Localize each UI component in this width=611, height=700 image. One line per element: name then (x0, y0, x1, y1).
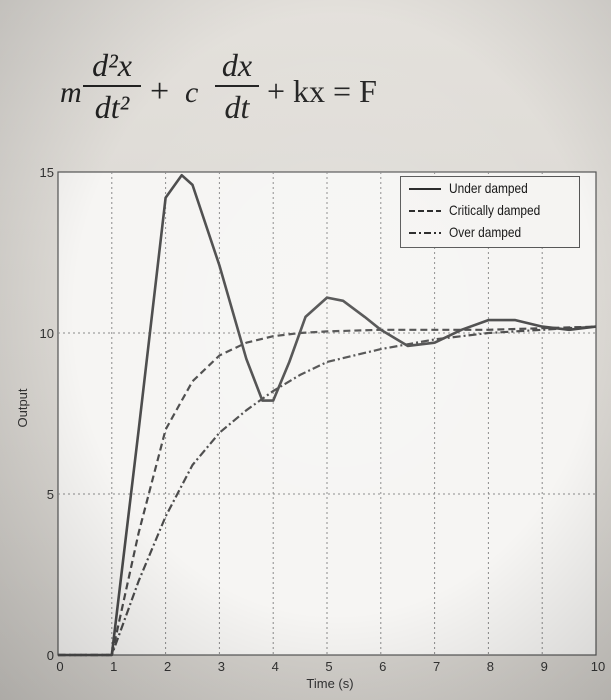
x-tick-label: 8 (487, 659, 494, 674)
x-tick-label: 3 (218, 659, 225, 674)
legend-label: Critically damped (449, 202, 541, 218)
eq-frac1-bar (83, 85, 141, 87)
x-tick-label: 10 (591, 659, 605, 674)
eq-frac2-denominator: dt (224, 89, 250, 125)
y-tick-label: 15 (40, 165, 54, 180)
x-tick-label: 1 (110, 659, 117, 674)
x-tick-label: 4 (272, 659, 279, 674)
eq-mass-symbol: m (60, 76, 82, 109)
x-tick-label: 9 (541, 659, 548, 674)
series-line-critically-damped (58, 325, 597, 657)
x-tick-label: 2 (164, 659, 171, 674)
y-axis-label: Output (15, 388, 30, 428)
eq-frac1-denominator: dt² (94, 89, 130, 125)
legend-label: Over damped (449, 224, 522, 240)
legend-item-over-damped: Over damped (401, 223, 579, 243)
differential-equation: m d²x dt² + c dx dt + kx = F (55, 38, 475, 148)
y-tick-label: 10 (40, 326, 54, 341)
x-axis-label: Time (s) (306, 676, 354, 691)
x-tick-label: 0 (56, 659, 63, 674)
y-tick-label: 0 (47, 648, 54, 663)
series-line-over-damped (58, 325, 597, 657)
eq-plus-sign: + (150, 73, 170, 110)
legend-label: Under damped (449, 180, 528, 196)
eq-first-derivative: dx dt (215, 48, 259, 124)
eq-frac2-numerator: dx (221, 47, 253, 83)
legend-swatch-dashdot (409, 232, 441, 234)
eq-damping-symbol: c (185, 76, 199, 109)
legend-item-under-damped: Under damped (401, 179, 579, 199)
legend-swatch-solid (409, 188, 441, 190)
eq-frac2-bar (215, 85, 259, 87)
y-tick-label: 5 (47, 487, 54, 502)
eq-second-derivative: d²x dt² (83, 48, 141, 124)
legend-item-critically-damped: Critically damped (401, 201, 579, 221)
eq-right-side: + kx = F (267, 73, 377, 109)
eq-frac1-numerator: d²x (92, 47, 132, 83)
series-line-under-damped (58, 173, 597, 657)
chart-legend: Under damped Critically damped Over damp… (400, 176, 580, 248)
x-tick-label: 6 (379, 659, 386, 674)
x-tick-label: 5 (325, 659, 332, 674)
x-tick-label: 7 (433, 659, 440, 674)
legend-swatch-dashed (409, 210, 441, 212)
